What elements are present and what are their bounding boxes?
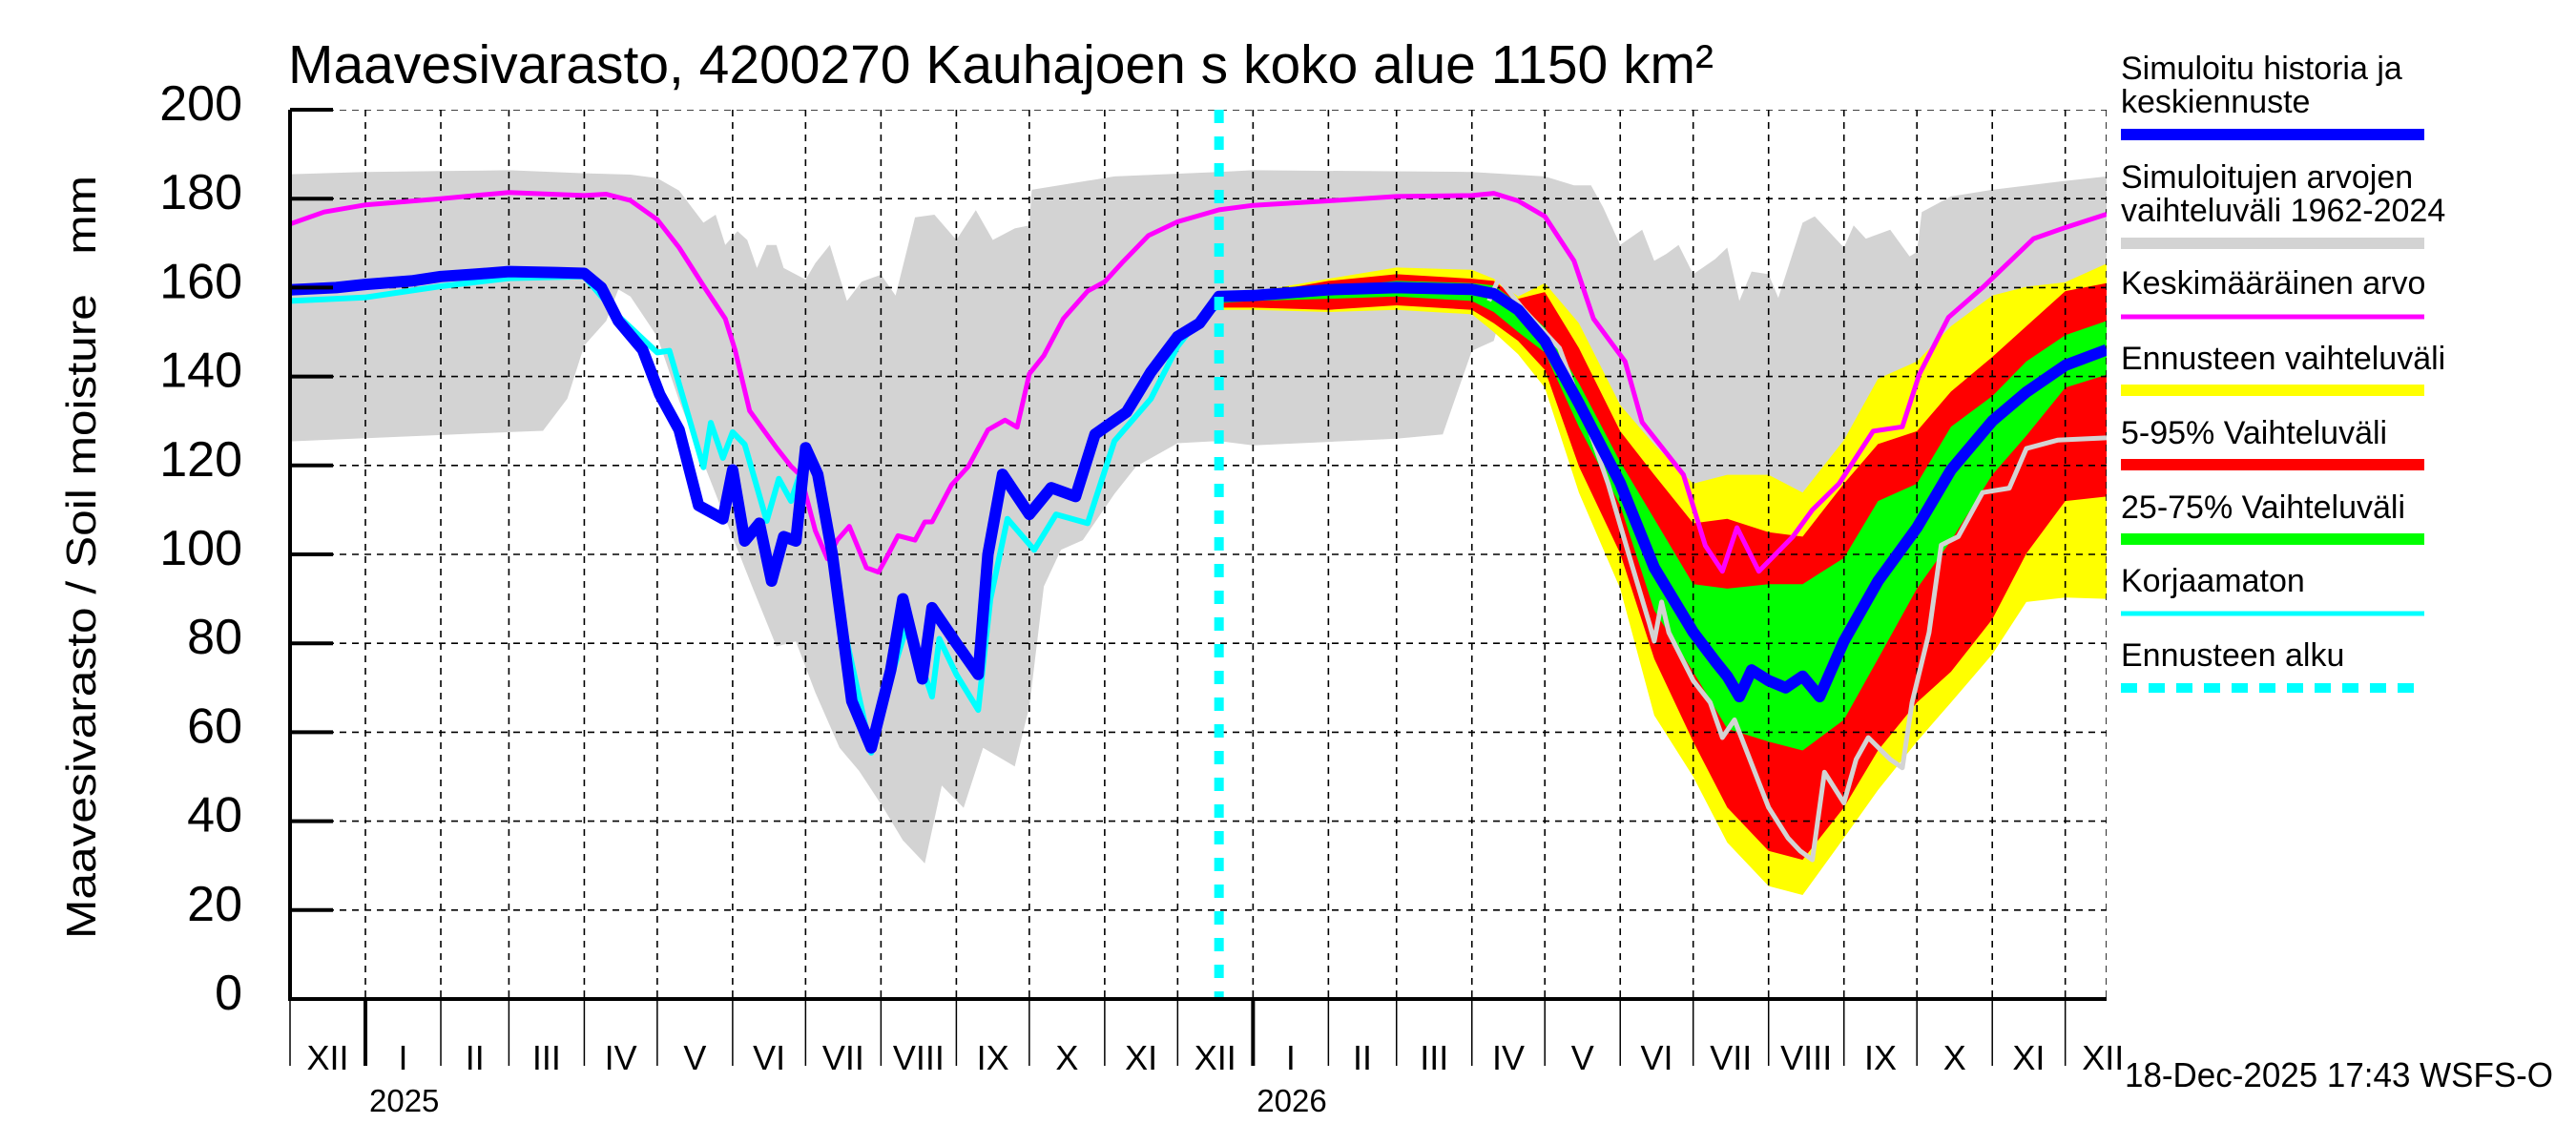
x-year-label: 2025 xyxy=(369,1083,439,1118)
timestamp: 18-Dec-2025 17:43 WSFS-O xyxy=(2125,1055,2553,1094)
x-month-label: XII xyxy=(306,1038,348,1077)
legend-item-forecast-min-max: Ennusteen vaihteluväli xyxy=(2121,341,2445,396)
legend-label: 25-75% Vaihteluväli xyxy=(2121,489,2405,526)
legend-label: Ennusteen alku xyxy=(2121,637,2344,674)
x-month-label: VI xyxy=(753,1038,785,1077)
y-axis-label: Maavesivarasto / Soil moisture mm xyxy=(58,176,105,939)
chart-title: Maavesivarasto, 4200270 Kauhajoen s koko… xyxy=(288,34,1714,95)
legend-item-mean: Keskimääräinen arvo xyxy=(2121,265,2425,320)
legend-item-forecast-25-75: 25-75% Vaihteluväli xyxy=(2121,489,2424,545)
x-month-label: II xyxy=(1353,1038,1372,1077)
y-tick-label: 200 xyxy=(159,76,242,132)
legend-item-forecast-start: Ennusteen alku xyxy=(2121,637,2424,693)
x-month-label: III xyxy=(1420,1038,1448,1077)
legend-label: 5-95% Vaihteluväli xyxy=(2121,415,2387,451)
band-forecast-25-75 xyxy=(1218,281,2107,751)
y-tick-label: 60 xyxy=(187,698,242,754)
legend: Simuloitu historia jakeskiennusteSimuloi… xyxy=(2121,51,2445,693)
x-month-label: VIII xyxy=(1780,1038,1832,1077)
legend-label: Korjaamaton xyxy=(2121,563,2305,599)
x-month-label: III xyxy=(532,1038,561,1077)
series-line-simulated-and-median xyxy=(290,265,2107,754)
y-tick-label: 80 xyxy=(187,610,242,665)
x-month-label: XI xyxy=(2012,1038,2045,1077)
legend-item-forecast-5-95: 5-95% Vaihteluväli xyxy=(2121,415,2424,470)
x-month-label: IV xyxy=(1492,1038,1525,1077)
y-tick-label: 180 xyxy=(159,165,242,220)
x-month-label: I xyxy=(1286,1038,1296,1077)
y-tick-label: 160 xyxy=(159,254,242,309)
x-month-label: X xyxy=(1943,1038,1966,1077)
legend-item-uncorrected: Korjaamaton xyxy=(2121,563,2424,616)
x-month-label: XI xyxy=(1125,1038,1157,1077)
legend-label: keskiennuste xyxy=(2121,84,2310,120)
y-tick-label: 20 xyxy=(187,877,242,932)
legend-label: Simuloitu historia ja xyxy=(2121,51,2402,87)
x-month-label: XII xyxy=(2082,1038,2124,1077)
x-month-label: VII xyxy=(822,1038,864,1077)
legend-label: Ennusteen vaihteluväli xyxy=(2121,341,2445,377)
x-month-label: VI xyxy=(1640,1038,1672,1077)
band-historical-range xyxy=(290,170,2107,864)
legend-label: Keskimääräinen arvo xyxy=(2121,265,2425,302)
series-line-grey-trace xyxy=(1486,276,2107,863)
x-month-label: IV xyxy=(605,1038,637,1077)
y-tick-label: 0 xyxy=(215,966,242,1021)
y-tick-label: 100 xyxy=(159,521,242,576)
y-tick-label: 120 xyxy=(159,432,242,488)
x-month-label: II xyxy=(466,1038,485,1077)
plot-area xyxy=(290,110,2107,999)
x-month-label: VIII xyxy=(893,1038,945,1077)
x-month-label: X xyxy=(1055,1038,1078,1077)
x-month-label: V xyxy=(683,1038,706,1077)
x-month-label: IX xyxy=(977,1038,1009,1077)
y-tick-label: 140 xyxy=(159,344,242,399)
series-line-layer xyxy=(290,110,2107,999)
series-line-mean xyxy=(290,190,2107,575)
x-month-label: VII xyxy=(1710,1038,1752,1077)
legend-label: Simuloitujen arvojen xyxy=(2121,159,2413,196)
x-month-label: V xyxy=(1571,1038,1594,1077)
x-year-label: 2026 xyxy=(1257,1083,1326,1118)
x-month-label: XII xyxy=(1195,1038,1236,1077)
x-month-label: I xyxy=(398,1038,407,1077)
y-tick-label: 40 xyxy=(187,788,242,843)
axes xyxy=(288,108,2107,1066)
legend-label: vaihteluväli 1962-2024 xyxy=(2121,193,2445,229)
x-month-label: IX xyxy=(1864,1038,1897,1077)
